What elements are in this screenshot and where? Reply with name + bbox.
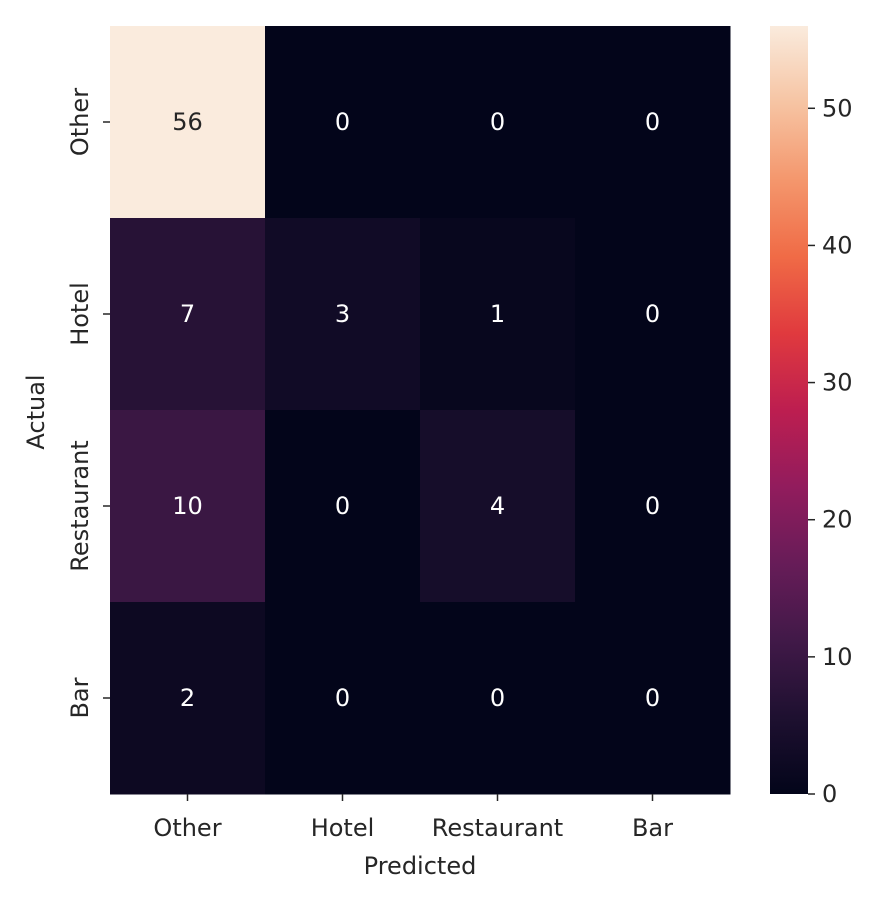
y-tick-label: Restaurant xyxy=(66,440,94,571)
y-tick-label: Hotel xyxy=(66,282,94,346)
x-tick-label: Restaurant xyxy=(432,814,563,842)
heatmap-cell-value: 0 xyxy=(335,492,350,520)
heatmap-cell xyxy=(110,410,266,603)
heatmap-cell xyxy=(420,218,576,411)
heatmap-cell-value: 0 xyxy=(490,108,505,136)
heatmap-cell-value: 0 xyxy=(645,684,660,712)
heatmap-cell xyxy=(110,26,266,219)
heatmap-cell xyxy=(265,26,421,219)
heatmap-cell-value: 10 xyxy=(172,492,203,520)
colorbar-tick-label: 40 xyxy=(822,231,853,259)
colorbar-tick-label: 0 xyxy=(822,780,837,808)
heatmap-cell-value: 0 xyxy=(645,300,660,328)
heatmap-cell-value: 3 xyxy=(335,300,350,328)
heatmap-cell xyxy=(265,410,421,603)
heatmap-cell xyxy=(110,218,266,411)
colorbar xyxy=(770,26,808,794)
heatmap-cell xyxy=(265,602,421,795)
heatmap-cell xyxy=(420,26,576,219)
x-tick-label: Other xyxy=(153,814,221,842)
heatmap-cell-value: 56 xyxy=(172,108,203,136)
colorbar-tick-label: 10 xyxy=(822,643,853,671)
heatmap-cell xyxy=(420,602,576,795)
heatmap-cell-labels: 56 0 0 07 3 1 010 0 4 02 0 0 0 xyxy=(172,108,660,712)
heatmap-cell-value: 2 xyxy=(180,684,195,712)
colorbar-tick-label: 20 xyxy=(822,506,853,534)
heatmap-cell-value: 1 xyxy=(490,300,505,328)
heatmap-cell xyxy=(575,410,731,603)
heatmap-cell-value: 0 xyxy=(335,108,350,136)
heatmap-cells xyxy=(110,26,731,795)
heatmap-cell xyxy=(110,602,266,795)
heatmap-cell-value: 7 xyxy=(180,300,195,328)
colorbar-tick-label: 30 xyxy=(822,369,853,397)
heatmap-cell-value: 0 xyxy=(490,684,505,712)
x-axis-ticks: Other Hotel Restaurant Bar xyxy=(153,794,673,842)
heatmap-cell-value: 4 xyxy=(490,492,505,520)
heatmap-cell xyxy=(575,602,731,795)
x-tick-label: Bar xyxy=(632,814,673,842)
x-axis-label: Predicted xyxy=(364,852,477,880)
heatmap-cell xyxy=(265,218,421,411)
heatmap-cell xyxy=(420,410,576,603)
colorbar-tick-label: 50 xyxy=(822,94,853,122)
heatmap-cell xyxy=(575,26,731,219)
heatmap-cell-value: 0 xyxy=(335,684,350,712)
y-axis-ticks: Other Hotel Restaurant Bar xyxy=(66,88,110,719)
heatmap-cell xyxy=(575,218,731,411)
y-tick-label: Other xyxy=(66,88,94,156)
y-tick-label: Bar xyxy=(66,677,94,718)
x-tick-label: Hotel xyxy=(311,814,375,842)
colorbar-ticks: 0 10 20 30 40 50 xyxy=(808,94,853,808)
y-axis-label: Actual xyxy=(22,374,50,449)
heatmap-cell-value: 0 xyxy=(645,108,660,136)
heatmap-cell-value: 0 xyxy=(645,492,660,520)
